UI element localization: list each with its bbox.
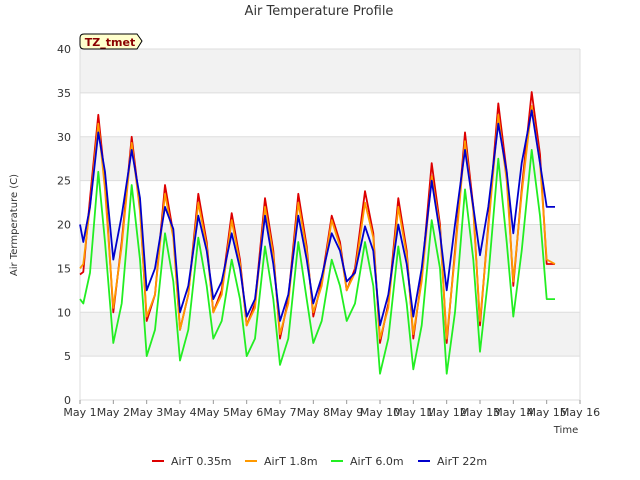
annotation-badge: TZ_tmet <box>79 33 143 50</box>
y-tick-label: 10 <box>57 306 71 319</box>
grid-band <box>80 49 580 93</box>
x-tick-label: May 6 <box>230 406 263 419</box>
legend-label: AirT 22m <box>437 455 487 468</box>
x-tick-label: May 9 <box>330 406 363 419</box>
y-axis-label: Air Termperature (C) <box>9 174 20 276</box>
grid-band <box>80 312 580 357</box>
legend: AirT 0.35m AirT 1.8m AirT 6.0m AirT 22m <box>152 455 487 468</box>
x-tick-label: May 15 <box>527 406 567 419</box>
legend-label: AirT 6.0m <box>350 455 404 468</box>
y-tick-label: 35 <box>57 87 71 100</box>
y-tick-label: 25 <box>57 175 71 188</box>
x-tick-label: May 10 <box>360 406 400 419</box>
x-tick-label: May 8 <box>297 406 330 419</box>
legend-label: AirT 1.8m <box>264 455 318 468</box>
x-tick-label: May 7 <box>263 406 296 419</box>
y-tick-label: 40 <box>57 43 71 56</box>
series-line <box>79 148 555 375</box>
legend-label: AirT 0.35m <box>171 455 232 468</box>
x-tick-label: May 13 <box>460 406 500 419</box>
y-tick-label: 5 <box>64 350 71 363</box>
x-tick-label: May 4 <box>163 406 196 419</box>
x-tick-label: May 5 <box>197 406 230 419</box>
x-tick-label: May 16 <box>560 406 600 419</box>
x-tick-label: May 1 <box>63 406 96 419</box>
x-tick-label: May 11 <box>393 406 433 419</box>
x-tick-label: May 14 <box>493 406 533 419</box>
annotation-badge-shape <box>79 33 143 50</box>
x-tick-label: May 12 <box>427 406 467 419</box>
y-tick-label: 30 <box>57 131 71 144</box>
annotation-badge-text: TZ_tmet <box>85 36 135 49</box>
y-tick-label: 0 <box>64 394 71 407</box>
x-tick-label: May 2 <box>97 406 130 419</box>
series-line <box>79 105 556 340</box>
y-tick-label: 15 <box>57 262 71 275</box>
chart-title: Air Temperature Profile <box>245 4 394 19</box>
x-axis-ticks: May 1 May 2 May 3 May 4 May 5 May 6 May 7 May 8… <box>63 400 600 419</box>
y-tick-label: 20 <box>57 219 71 232</box>
series-lines <box>79 91 556 375</box>
x-tick-label: May 3 <box>130 406 163 419</box>
series-line <box>79 109 555 327</box>
y-axis-ticks: 0 5 10 15 20 25 30 35 40 <box>57 43 71 407</box>
x-axis-label: Time <box>553 425 578 436</box>
